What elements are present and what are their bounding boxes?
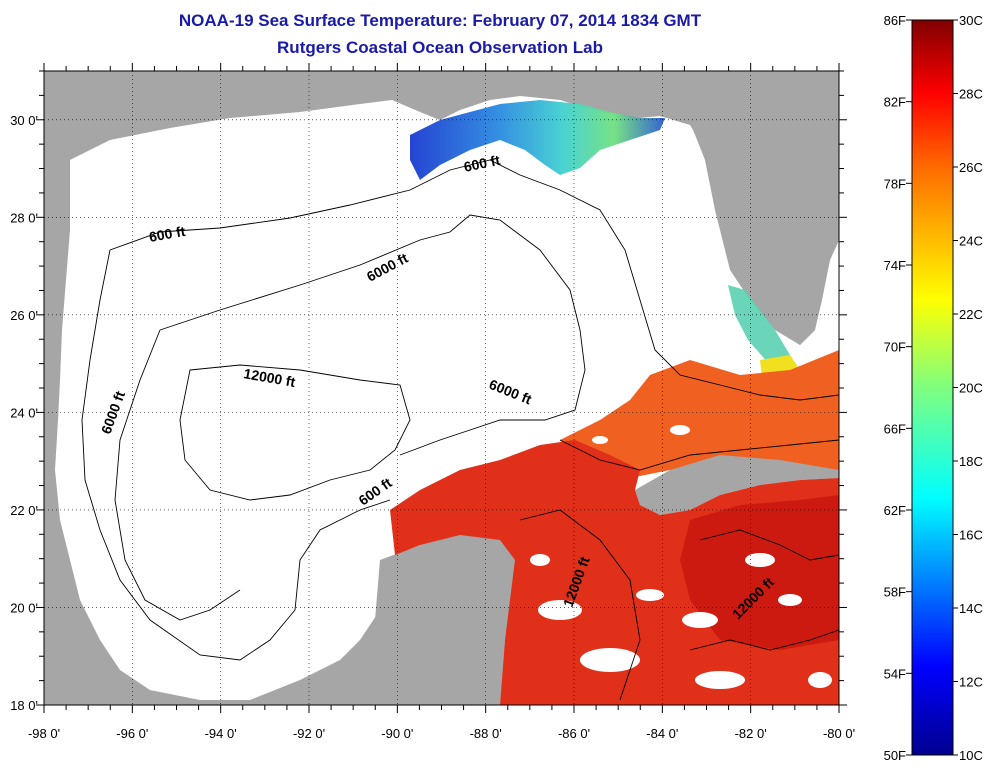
colorbar-f-label: 86F [884,13,906,28]
lat-tick-label: 30 0' [10,113,38,128]
map-subtitle: Rutgers Coastal Ocean Observation Lab [277,38,603,57]
lon-tick-label: -92 0' [293,726,325,741]
colorbar-c-label: 10C [959,748,983,763]
colorbar-f-label: 66F [884,421,906,436]
colorbar-c-label: 26C [959,160,983,175]
colorbar-c-label: 24C [959,234,983,249]
latitude-labels: 30 0' 28 0' 26 0' 24 0' 22 0' 20 0' 18 0' [10,113,38,713]
lon-tick-label: -86 0' [558,726,590,741]
lat-tick-label: 20 0' [10,600,38,615]
lon-tick-label: -90 0' [381,726,413,741]
cloud-gaps [530,425,832,689]
colorbar-c-label: 16C [959,528,983,543]
lat-tick-label: 22 0' [10,503,38,518]
colorbar-f-label: 58F [884,585,906,600]
colorbar-c-label: 30C [959,13,983,28]
colorbar-celsius-labels: 30C 28C 26C 24C 22C 20C 18C 16C 14C 12C 10C [953,13,983,763]
colorbar-f-label: 62F [884,503,906,518]
map-title: NOAA-19 Sea Surface Temperature: Februar… [178,11,702,30]
colorbar: 86F 82F 78F 74F 70F 66F 62F 58F 54F 50F 30C 28C 26C… [884,13,983,763]
colorbar-f-label: 82F [884,95,906,110]
cuba-land [635,450,839,515]
colorbar-f-label: 50F [884,748,906,763]
axis-ticks [36,63,847,713]
colorbar-f-label: 78F [884,176,906,191]
lon-tick-label: -80 0' [823,726,855,741]
lon-tick-label: -84 0' [646,726,678,741]
colorbar-f-label: 74F [884,258,906,273]
colorbar-c-label: 14C [959,601,983,616]
contour-label-600-north: 600 ft [462,152,501,175]
colorbar-c-label: 18C [959,454,983,469]
contour-label-600-west: 600 ft [148,223,187,245]
colorbar-fahrenheit-labels: 86F 82F 78F 74F 70F 66F 62F 58F 54F 50F [884,13,912,763]
florida-land [660,80,839,345]
lon-tick-label: -82 0' [735,726,767,741]
bathymetry-contours [81,159,839,701]
colorbar-gradient [911,19,954,756]
lon-tick-label: -94 0' [205,726,237,741]
longitude-labels: -98 0' -96 0' -94 0' -92 0' -90 0' -88 0' -86 … [28,726,855,741]
lat-tick-label: 26 0' [10,308,38,323]
yucatan-land [370,535,515,705]
lon-tick-label: -98 0' [28,726,60,741]
lon-tick-label: -88 0' [470,726,502,741]
lat-tick-label: 28 0' [10,210,38,225]
sst-cold-shelf [410,100,665,180]
graticule [44,71,839,705]
colorbar-c-label: 12C [959,675,983,690]
colorbar-f-label: 54F [884,666,906,681]
colorbar-f-label: 70F [884,340,906,355]
lat-tick-label: 18 0' [10,698,38,713]
colorbar-c-label: 22C [959,307,983,322]
colorbar-c-label: 20C [959,381,983,396]
colorbar-c-label: 28C [959,87,983,102]
sst-hot-core [680,495,839,650]
sst-florida-coastal [728,285,790,365]
lat-tick-label: 24 0' [10,405,38,420]
lon-tick-label: -96 0' [116,726,148,741]
